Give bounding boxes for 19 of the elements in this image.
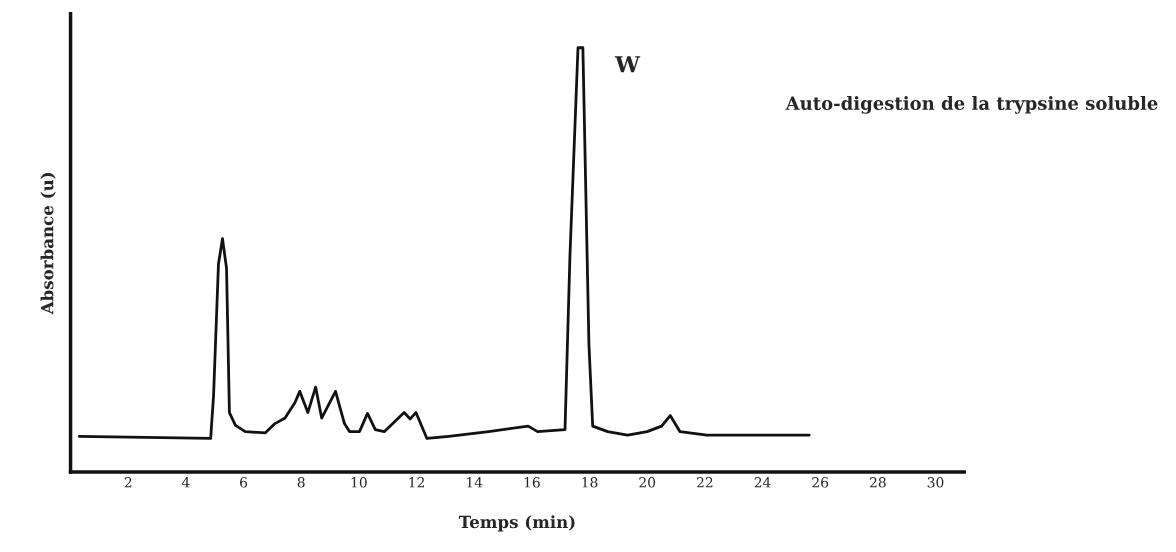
x-axis-title: Temps (min) — [458, 515, 575, 532]
annotation: W — [614, 56, 641, 73]
x-tick-label: 16 — [524, 477, 540, 488]
x-tick-label: 18 — [582, 477, 598, 488]
y-axis-title: Absorbance (u) — [40, 173, 56, 315]
x-tick-label: 4 — [181, 477, 190, 488]
annotation: Auto-digestion de la trypsine soluble — [785, 96, 1158, 114]
x-tick-label: 26 — [812, 477, 829, 488]
x-tick-label: 12 — [409, 477, 425, 488]
x-tick-label: 30 — [927, 477, 944, 488]
x-tick-label: 14 — [467, 477, 483, 488]
x-tick-label: 6 — [240, 477, 248, 488]
x-tick-label: 8 — [297, 477, 305, 488]
x-tick-label: 10 — [351, 477, 367, 488]
x-tick-label: 20 — [639, 477, 656, 488]
x-tick-label: 22 — [696, 477, 713, 488]
x-tick-label: 24 — [754, 477, 771, 488]
x-tick-label: 2 — [124, 477, 132, 488]
x-tick-label: 28 — [869, 477, 886, 488]
